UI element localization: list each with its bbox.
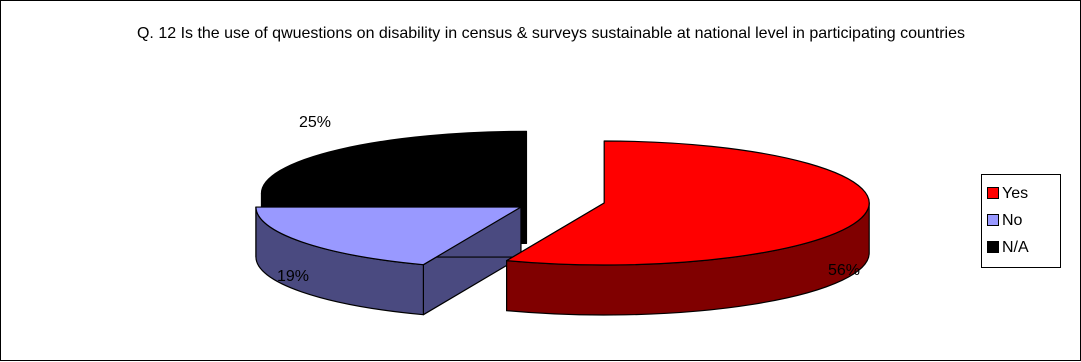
slice-na: [260, 130, 528, 194]
legend-item-no: No: [987, 210, 1022, 232]
legend-swatch-yes: [987, 186, 999, 199]
legend-swatch-na: [987, 240, 999, 253]
chart-title: Q. 12 Is the use of qwuestions on disabi…: [136, 25, 965, 42]
data-label-no: 19%: [277, 268, 310, 285]
legend-item-yes: Yes: [987, 183, 1028, 205]
legend-label-na: N/A: [1002, 239, 1029, 256]
data-label-yes: 56%: [828, 262, 861, 279]
slice-no: [255, 206, 522, 266]
data-label-na: 25%: [299, 114, 332, 131]
chart-legend: Yes No N/A: [981, 174, 1061, 268]
legend-label-yes: Yes: [1002, 185, 1029, 202]
legend-label-no: No: [1002, 212, 1023, 229]
legend-item-na: N/A: [987, 237, 1029, 259]
legend-swatch-no: [987, 213, 999, 226]
slice-yes: [506, 140, 870, 266]
